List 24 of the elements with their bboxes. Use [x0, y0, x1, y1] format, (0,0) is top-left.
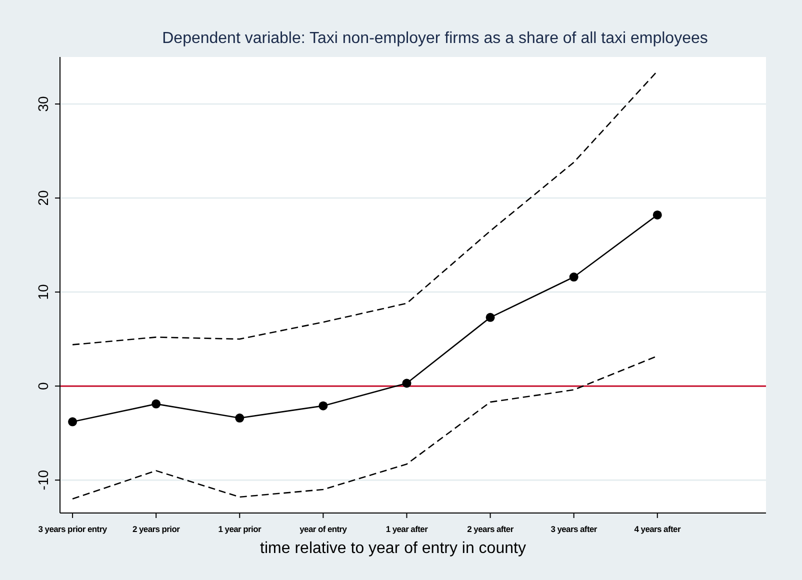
x-tick-label: 1 year after: [386, 524, 429, 534]
x-tick-label: 1 year prior: [218, 524, 262, 534]
y-tick-label: 30: [35, 96, 51, 112]
point: [68, 417, 78, 426]
line-series: [72, 70, 658, 346]
x-tick-label: 4 years after: [634, 524, 682, 534]
x-tick-label: 3 years prior entry: [38, 524, 108, 534]
point: [569, 272, 578, 282]
y-tick-label: 20: [35, 190, 51, 206]
point: [402, 378, 412, 388]
point: [486, 312, 495, 322]
point: [235, 414, 244, 423]
point: [652, 210, 662, 220]
y-tick-label: 0: [35, 382, 51, 390]
x-tick-label: 2 years after: [467, 524, 514, 534]
y-tick-label: 10: [35, 284, 51, 300]
y-tick-label: -10: [35, 470, 51, 490]
x-tick-label: 3 years after: [550, 524, 598, 534]
chart-title: Dependent variable: Taxi non-employer firms as a share of all taxi employees: [162, 30, 708, 47]
point: [318, 401, 328, 410]
point: [152, 399, 161, 408]
x-axis-title: time relative to year of entry in county: [260, 540, 526, 557]
x-tick-label: 2 years prior: [132, 524, 181, 534]
x-tick-label: year of entry: [300, 524, 348, 534]
